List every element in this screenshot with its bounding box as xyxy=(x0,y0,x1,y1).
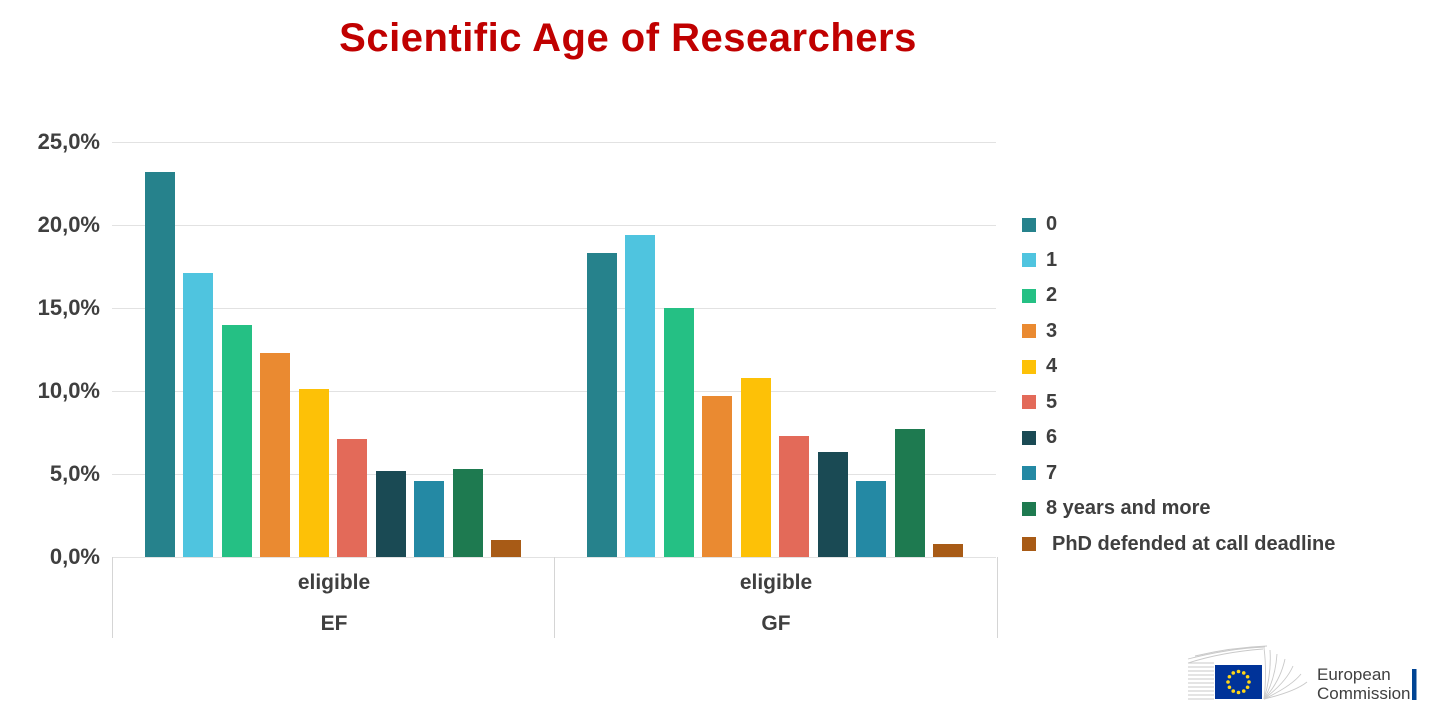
y-tick-label: 20,0% xyxy=(37,212,100,237)
bar-GF-1 xyxy=(625,234,656,557)
category-label-EF: EF xyxy=(320,612,348,635)
group-divider xyxy=(554,557,555,638)
x-axis-band: eligible EF eligible GF xyxy=(112,557,998,638)
legend-label: 0 xyxy=(1046,213,1058,236)
bar-GF-4 xyxy=(740,377,771,557)
legend-item-3: 3 xyxy=(1022,314,1335,350)
bar-EF-4 xyxy=(298,389,329,557)
y-tick-label: 15,0% xyxy=(37,295,100,320)
bar-EF-2 xyxy=(221,324,252,557)
bar-GF-8-years-and-more xyxy=(894,429,925,557)
legend-swatch-icon xyxy=(1022,288,1036,303)
legend-item-7: 7 xyxy=(1022,456,1335,492)
bar-EF-PhD-defended-at-call-deadline xyxy=(491,540,522,557)
chart-title: Scientific Age of Researchers xyxy=(339,16,917,60)
category-label-GF: GF xyxy=(761,612,791,635)
ec-logo: European Commission xyxy=(1185,645,1434,723)
legend-label: 2 xyxy=(1046,284,1058,307)
bar-EF-1 xyxy=(183,273,214,557)
ec-logo-text: European Commission xyxy=(1317,665,1411,703)
gridline-15 xyxy=(112,308,996,309)
bar-GF-5 xyxy=(779,435,810,557)
bar-GF-7 xyxy=(856,480,887,557)
legend-item-8-years-and-more: 8 years and more xyxy=(1022,491,1335,527)
category-label-GF-eligible: eligible xyxy=(739,571,813,594)
category-label-EF-eligible: eligible xyxy=(297,571,371,594)
legend-item-2: 2 xyxy=(1022,278,1335,314)
y-tick-label: 25,0% xyxy=(37,129,100,154)
legend-label: 8 years and more xyxy=(1046,497,1211,520)
bar-GF-6 xyxy=(817,452,848,557)
bar-GF-PhD-defended-at-call-deadline xyxy=(933,543,964,557)
legend-item-1: 1 xyxy=(1022,243,1335,279)
gridline-10 xyxy=(112,391,996,392)
logo-fan-lines xyxy=(1187,645,1308,700)
legend-label: 4 xyxy=(1046,355,1058,378)
bar-GF-2 xyxy=(663,308,694,557)
legend-item-6: 6 xyxy=(1022,420,1335,456)
bar-GF-0 xyxy=(586,253,617,557)
legend-item-0: 0 xyxy=(1022,207,1335,243)
legend-item-5: 5 xyxy=(1022,385,1335,421)
bar-GF-3 xyxy=(702,395,733,557)
bar-EF-0 xyxy=(144,171,175,557)
legend-label: 3 xyxy=(1046,319,1058,342)
legend-swatch-icon xyxy=(1022,430,1036,445)
legend: 0 1 2 3 4 5 6 7 8 years and more PhD defended at … xyxy=(1022,207,1335,562)
logo-accent-bar xyxy=(1412,669,1417,700)
ec-logo-line1: European xyxy=(1317,665,1391,684)
ec-logo-line2: Commission xyxy=(1317,684,1411,703)
legend-label: 1 xyxy=(1046,248,1058,271)
legend-swatch-icon xyxy=(1022,501,1036,516)
legend-swatch-icon xyxy=(1022,537,1036,552)
ec-logo-graphic xyxy=(1187,645,1417,700)
legend-label: 7 xyxy=(1046,461,1058,484)
y-axis: 25,0% 20,0% 15,0% 10,0% 5,0% 0,0% xyxy=(0,129,100,569)
legend-swatch-icon xyxy=(1022,253,1036,268)
legend-swatch-icon xyxy=(1022,217,1036,232)
bar-EF-3 xyxy=(260,352,291,557)
gridline-20 xyxy=(112,225,996,226)
legend-item-4: 4 xyxy=(1022,349,1335,385)
bar-EF-7 xyxy=(414,480,445,557)
bar-EF-5 xyxy=(337,439,368,557)
legend-label: 6 xyxy=(1046,426,1058,449)
plot-area xyxy=(112,142,996,558)
legend-swatch-icon xyxy=(1022,324,1036,339)
gridline-5 xyxy=(112,474,996,475)
legend-swatch-icon xyxy=(1022,359,1036,374)
gridline-25 xyxy=(112,142,996,143)
legend-swatch-icon xyxy=(1022,395,1036,410)
y-tick-label: 10,0% xyxy=(37,378,100,403)
y-tick-label: 5,0% xyxy=(49,461,100,486)
legend-label: 5 xyxy=(1046,390,1058,413)
legend-item-PhD-defended-at-call-deadline: PhD defended at call deadline xyxy=(1022,527,1335,563)
bar-EF-6 xyxy=(375,470,406,557)
legend-label: PhD defended at call deadline xyxy=(1052,532,1336,555)
eu-flag-stars xyxy=(1226,669,1251,695)
legend-swatch-icon xyxy=(1022,466,1036,481)
y-tick-label: 0,0% xyxy=(49,544,100,569)
bar-EF-8-years-and-more xyxy=(452,469,483,557)
